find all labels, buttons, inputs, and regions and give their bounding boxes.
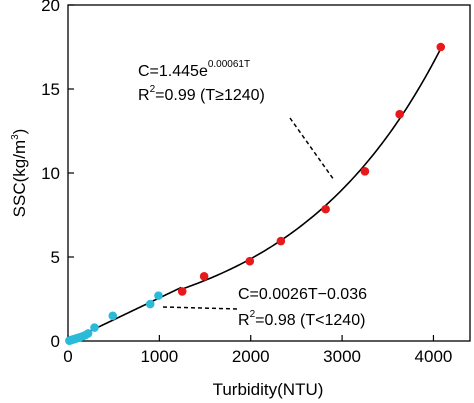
- data-point: [108, 311, 118, 321]
- y-tick-label: 20: [41, 0, 60, 15]
- y-axis-title: SSC(kg/m3): [10, 129, 29, 218]
- data-point: [154, 291, 163, 300]
- y-axis-title-close: ): [10, 129, 29, 135]
- y-tick-label: 10: [41, 164, 60, 183]
- data-point: [276, 236, 286, 246]
- x-tick-label: 2000: [232, 347, 270, 366]
- x-tick-label: 1000: [140, 347, 178, 366]
- lin-r2-sup: 2: [250, 309, 256, 320]
- annotation-leader-upper: [289, 117, 335, 181]
- annotation-leader-lower: [162, 306, 239, 310]
- y-axis-title-sup: 3: [10, 134, 21, 140]
- exp-equation-main: C=1.445e: [138, 63, 208, 80]
- data-point: [245, 256, 255, 266]
- data-point: [321, 204, 330, 214]
- data-point: [90, 323, 99, 332]
- data-point: [199, 272, 209, 281]
- data-point: [83, 329, 93, 338]
- data-point: [145, 299, 155, 309]
- data-point: [360, 167, 370, 176]
- y-tick-label: 15: [41, 80, 60, 99]
- exponential-fit-line: [181, 44, 444, 291]
- data-point: [436, 42, 446, 52]
- x-tick-label: 4000: [415, 347, 453, 366]
- x-tick-label: 0: [63, 347, 72, 366]
- exp-equation-exponent: 0.00061T: [208, 59, 250, 70]
- exp-r2-value: =0.99 (T≥1240): [155, 87, 265, 104]
- data-points: [65, 42, 446, 345]
- x-tick-label: 3000: [323, 347, 361, 366]
- y-tick-label: 5: [51, 248, 60, 267]
- lin-r2-value: =0.98 (T<1240): [255, 312, 365, 329]
- y-tick-label: 0: [51, 332, 60, 351]
- exp-r2-sup: 2: [150, 84, 156, 95]
- x-axis-title: Turbidity(NTU): [213, 380, 324, 399]
- data-point: [395, 109, 404, 119]
- axis-ticks: 0 1000 2000 3000 4000 0 5 10 15 20: [41, 0, 452, 366]
- exp-r2-r: R: [138, 87, 150, 104]
- lin-equation: C=0.0026T−0.036: [238, 286, 367, 303]
- y-axis-title-main: SSC(kg/m: [10, 140, 29, 217]
- lin-r2: R2=0.98 (T<1240): [238, 309, 365, 329]
- lin-r2-r: R: [238, 312, 250, 329]
- exp-equation: C=1.445e0.00061T: [138, 59, 250, 80]
- data-point: [177, 287, 187, 296]
- exp-r2: R2=0.99 (T≥1240): [138, 84, 265, 104]
